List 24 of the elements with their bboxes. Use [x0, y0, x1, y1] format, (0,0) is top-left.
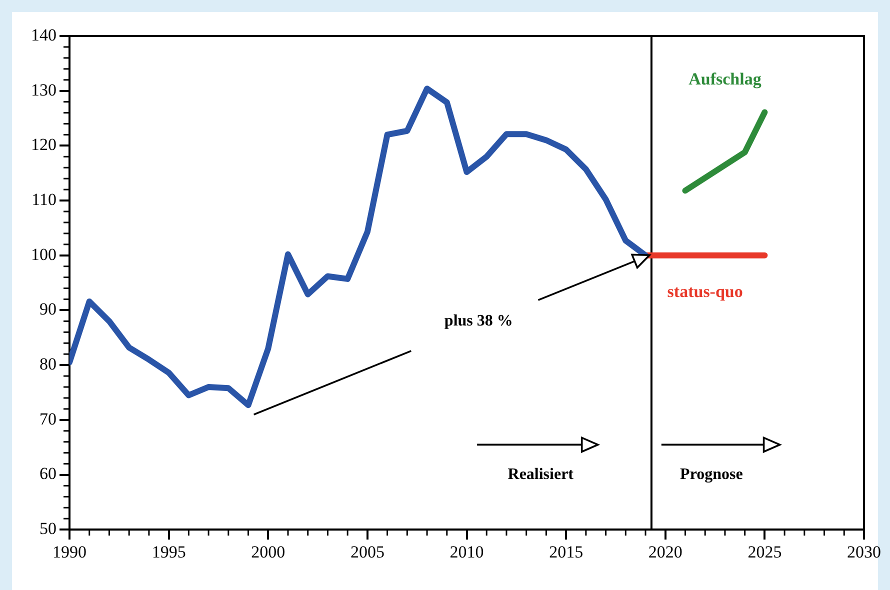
- x-tick-label: 2020: [648, 542, 682, 562]
- series-label: status-quo: [667, 282, 743, 301]
- x-tick-label: 1995: [152, 542, 186, 562]
- x-tick-label: 2010: [450, 542, 484, 562]
- series-label: Aufschlag: [688, 70, 762, 89]
- x-tick-label: 2015: [549, 542, 584, 562]
- y-tick-label: 60: [40, 464, 56, 484]
- y-tick-label: 50: [40, 519, 56, 538]
- annotation: plus 38 %: [444, 312, 513, 330]
- y-tick-label: 110: [32, 190, 56, 209]
- y-tick-label: 120: [31, 135, 56, 154]
- x-tick-label: 2000: [251, 542, 286, 562]
- y-tick-label: 100: [31, 244, 56, 264]
- x-tick-label: 2030: [847, 542, 881, 562]
- x-tick-label: 2025: [748, 542, 782, 562]
- y-tick-label: 80: [40, 354, 56, 374]
- x-tick-label: 2005: [350, 542, 384, 562]
- y-tick-label: 140: [31, 25, 56, 44]
- y-tick-label: 90: [40, 300, 56, 319]
- y-tick-label: 130: [31, 80, 56, 100]
- x-tick-label: 1990: [52, 542, 86, 562]
- annotation: Realisiert: [508, 466, 574, 483]
- y-tick-label: 70: [40, 409, 56, 428]
- annotation: Prognose: [680, 466, 743, 483]
